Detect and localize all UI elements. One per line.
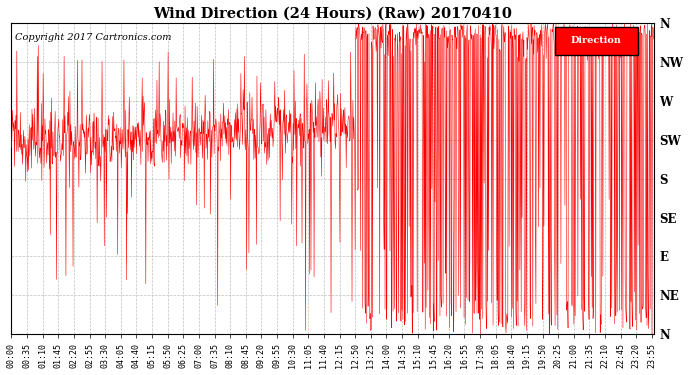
FancyBboxPatch shape xyxy=(555,27,638,54)
Text: Copyright 2017 Cartronics.com: Copyright 2017 Cartronics.com xyxy=(14,33,171,42)
Title: Wind Direction (24 Hours) (Raw) 20170410: Wind Direction (24 Hours) (Raw) 20170410 xyxy=(153,7,512,21)
Text: Direction: Direction xyxy=(571,36,622,45)
